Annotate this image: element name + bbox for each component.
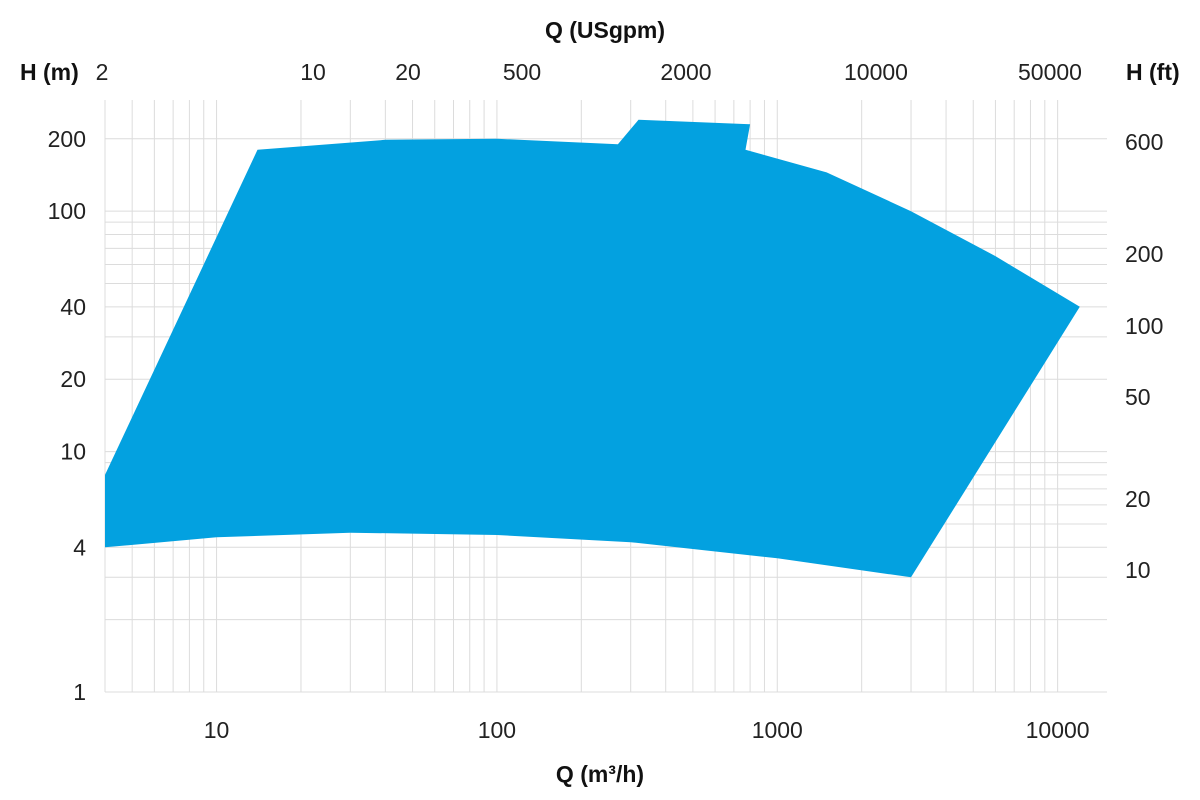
y2-tick-label: 10 bbox=[1125, 557, 1151, 583]
y-tick-label: 1 bbox=[73, 679, 86, 705]
y-tick-label: 4 bbox=[73, 534, 86, 560]
axis-labels: 10 100 1000 10000 Q (m³/h) 1 4 10 20 40 100 200 H (m… bbox=[20, 17, 1180, 787]
y2-axis-title: H (ft) bbox=[1126, 59, 1180, 85]
y-tick-label: 100 bbox=[48, 198, 86, 224]
x2-tick-label: 20 bbox=[395, 59, 421, 85]
y2-tick-label: 100 bbox=[1125, 313, 1163, 339]
y2-tick-label: 600 bbox=[1125, 129, 1163, 155]
x-tick-label: 10000 bbox=[1026, 717, 1090, 743]
x2-tick-label: 2000 bbox=[660, 59, 711, 85]
y-tick-label: 200 bbox=[48, 126, 86, 152]
x-axis-title: Q (m³/h) bbox=[556, 761, 644, 787]
y-axis-title: H (m) bbox=[20, 59, 79, 85]
x-tick-label: 10 bbox=[204, 717, 230, 743]
y2-tick-label: 20 bbox=[1125, 486, 1151, 512]
y-tick-label: 10 bbox=[60, 439, 86, 465]
y-tick-label: 40 bbox=[60, 294, 86, 320]
y2-tick-label: 200 bbox=[1125, 241, 1163, 267]
x2-tick-label: 50000 bbox=[1018, 59, 1082, 85]
performance-envelope-area bbox=[105, 119, 1080, 578]
x2-tick-label: 2 bbox=[96, 59, 109, 85]
x-tick-label: 100 bbox=[478, 717, 516, 743]
x2-axis-title: Q (USgpm) bbox=[545, 17, 665, 43]
x2-tick-label: 10 bbox=[300, 59, 326, 85]
x2-tick-label: 10000 bbox=[844, 59, 908, 85]
y-tick-label: 20 bbox=[60, 366, 86, 392]
y2-tick-label: 50 bbox=[1125, 384, 1151, 410]
x2-tick-label: 500 bbox=[503, 59, 541, 85]
x-tick-label: 1000 bbox=[752, 717, 803, 743]
